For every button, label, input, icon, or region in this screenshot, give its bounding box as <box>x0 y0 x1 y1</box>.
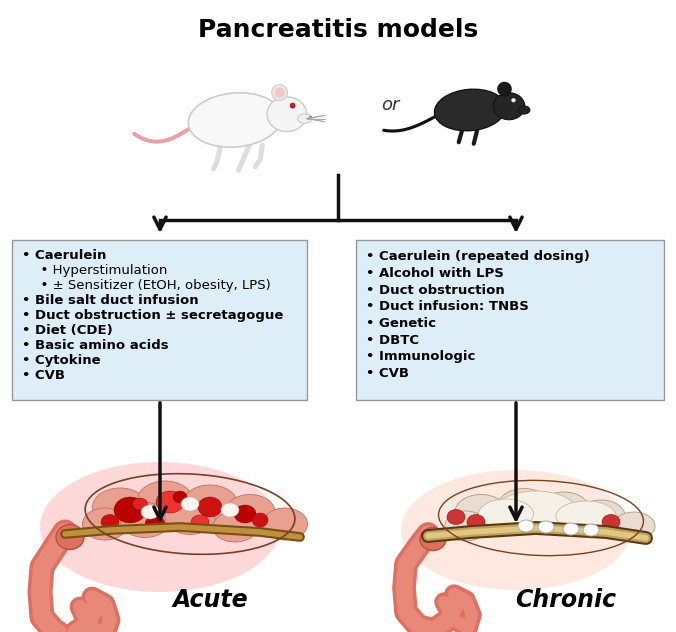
Text: • Genetic: • Genetic <box>366 317 436 330</box>
Ellipse shape <box>297 114 312 123</box>
Ellipse shape <box>145 516 165 532</box>
Text: • Duct infusion: TNBS: • Duct infusion: TNBS <box>366 300 529 313</box>
Ellipse shape <box>290 103 295 108</box>
Ellipse shape <box>82 508 128 540</box>
Text: Pancreatitis models: Pancreatitis models <box>198 18 478 42</box>
Ellipse shape <box>496 491 576 529</box>
Ellipse shape <box>467 514 485 530</box>
Ellipse shape <box>262 508 308 540</box>
Text: • Duct obstruction ± secretagogue: • Duct obstruction ± secretagogue <box>22 309 283 322</box>
FancyBboxPatch shape <box>356 240 664 400</box>
Ellipse shape <box>120 502 170 537</box>
Text: • Caerulein (repeated dosing): • Caerulein (repeated dosing) <box>366 250 590 263</box>
Ellipse shape <box>225 494 275 530</box>
Ellipse shape <box>455 494 507 530</box>
Text: • Hyperstimulation: • Hyperstimulation <box>32 264 168 277</box>
Text: • DBTC: • DBTC <box>366 334 419 347</box>
Ellipse shape <box>445 511 487 541</box>
Ellipse shape <box>198 497 222 517</box>
Ellipse shape <box>538 521 554 533</box>
Ellipse shape <box>274 88 285 98</box>
Ellipse shape <box>583 524 599 536</box>
Ellipse shape <box>498 82 511 96</box>
Ellipse shape <box>132 498 147 510</box>
Ellipse shape <box>173 491 187 503</box>
Ellipse shape <box>539 492 589 526</box>
Ellipse shape <box>40 462 280 592</box>
Ellipse shape <box>602 514 620 530</box>
Text: Acute: Acute <box>172 588 248 612</box>
Text: • CVB: • CVB <box>22 369 65 382</box>
Text: • Basic amino acids: • Basic amino acids <box>22 339 168 352</box>
Text: or: or <box>381 96 400 114</box>
Ellipse shape <box>156 491 184 513</box>
Ellipse shape <box>563 523 579 535</box>
Ellipse shape <box>493 93 525 119</box>
Text: • Caerulein: • Caerulein <box>22 250 106 262</box>
Ellipse shape <box>137 481 193 519</box>
Ellipse shape <box>93 488 147 526</box>
Text: • Immunologic: • Immunologic <box>366 350 475 363</box>
Text: Chronic: Chronic <box>515 588 617 612</box>
Text: • Diet (CDE): • Diet (CDE) <box>22 324 113 337</box>
Ellipse shape <box>191 515 209 529</box>
Text: • Bile salt duct infusion: • Bile salt duct infusion <box>22 295 199 307</box>
Ellipse shape <box>272 85 287 100</box>
Ellipse shape <box>221 503 239 517</box>
Ellipse shape <box>447 509 465 525</box>
Ellipse shape <box>512 99 515 102</box>
Text: • Cytokine: • Cytokine <box>22 354 101 367</box>
Ellipse shape <box>252 513 268 527</box>
Ellipse shape <box>401 470 631 590</box>
Ellipse shape <box>181 497 199 511</box>
Ellipse shape <box>479 499 533 529</box>
Ellipse shape <box>183 485 237 523</box>
Ellipse shape <box>56 525 84 549</box>
Ellipse shape <box>518 106 530 114</box>
Ellipse shape <box>556 501 616 531</box>
Ellipse shape <box>518 520 534 532</box>
Ellipse shape <box>420 528 446 550</box>
Ellipse shape <box>435 89 506 131</box>
Ellipse shape <box>141 505 159 519</box>
FancyBboxPatch shape <box>12 240 307 400</box>
Ellipse shape <box>234 505 256 523</box>
Ellipse shape <box>267 97 307 131</box>
Ellipse shape <box>165 499 215 535</box>
Ellipse shape <box>613 512 655 540</box>
Ellipse shape <box>212 512 258 542</box>
Text: • Alcohol with LPS: • Alcohol with LPS <box>366 267 504 280</box>
Text: • ± Sensitizer (EtOH, obesity, LPS): • ± Sensitizer (EtOH, obesity, LPS) <box>32 279 271 293</box>
Ellipse shape <box>498 489 550 523</box>
Ellipse shape <box>309 116 312 119</box>
Ellipse shape <box>114 497 146 523</box>
Ellipse shape <box>577 500 625 532</box>
Text: • CVB: • CVB <box>366 367 409 380</box>
Ellipse shape <box>101 514 119 530</box>
Text: • Duct obstruction: • Duct obstruction <box>366 284 505 296</box>
Ellipse shape <box>189 93 282 147</box>
